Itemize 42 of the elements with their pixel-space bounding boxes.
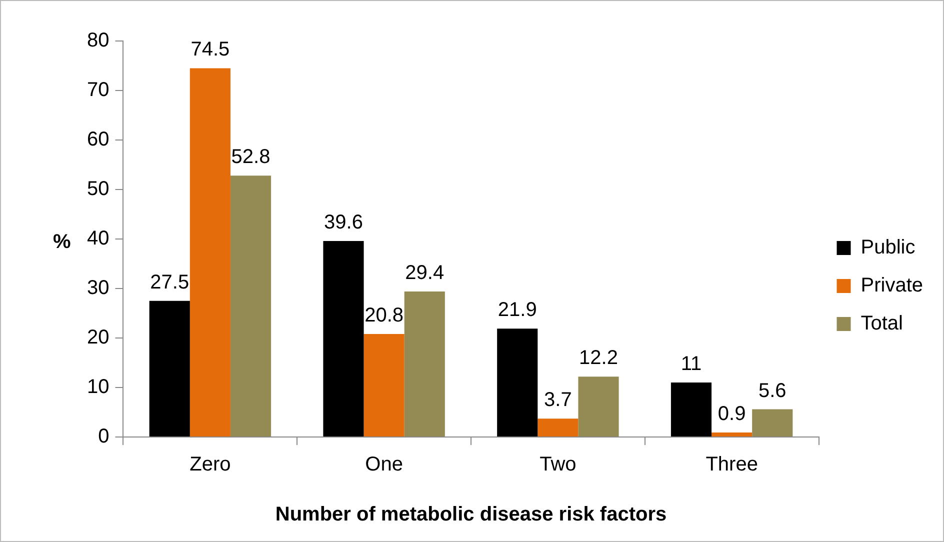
data-label: 20.8 [364, 304, 404, 327]
bar [190, 68, 230, 436]
data-label: 27.5 [150, 271, 190, 294]
data-label: 11 [680, 353, 702, 376]
y-tick-label: 50 [86, 178, 110, 200]
x-tick-label: Two [540, 454, 576, 476]
data-label: 5.6 [758, 380, 786, 402]
x-axis-title: Number of metabolic disease risk factors [275, 504, 667, 526]
x-tick-label: Three [706, 454, 758, 476]
y-tick-label: 10 [86, 376, 110, 398]
y-tick-label: 40 [86, 228, 110, 250]
bar [538, 418, 578, 436]
y-tick-label: 70 [86, 79, 110, 102]
y-tick-label: 60 [86, 128, 110, 151]
bar [230, 176, 272, 436]
data-label: 52.8 [231, 146, 270, 168]
legend-label: Total [860, 312, 904, 335]
x-tick-label: Zero [190, 454, 231, 476]
bar [670, 382, 712, 436]
data-label: 29.4 [405, 262, 444, 284]
x-tick-label: One [365, 454, 403, 476]
data-label: 21.9 [498, 299, 537, 322]
bar [712, 432, 752, 436]
data-label: 3.7 [544, 389, 572, 412]
bar [497, 328, 538, 436]
legend-label: Private [860, 274, 924, 297]
legend-label: Public [860, 236, 916, 259]
y-axis-title: % [53, 231, 71, 254]
data-label: 39.6 [324, 211, 363, 234]
y-tick-label: 80 [86, 30, 110, 52]
bar [404, 291, 445, 436]
y-tick-label: 0 [98, 426, 110, 448]
bar [752, 409, 793, 436]
data-label: 0.9 [718, 403, 746, 426]
bar [578, 376, 619, 436]
bar [323, 240, 364, 436]
data-label: 12.2 [579, 347, 618, 370]
data-label: 74.5 [190, 38, 230, 61]
y-tick-label: 30 [86, 277, 110, 300]
bar [364, 334, 404, 436]
bar [149, 300, 190, 436]
y-tick-label: 20 [86, 326, 110, 349]
